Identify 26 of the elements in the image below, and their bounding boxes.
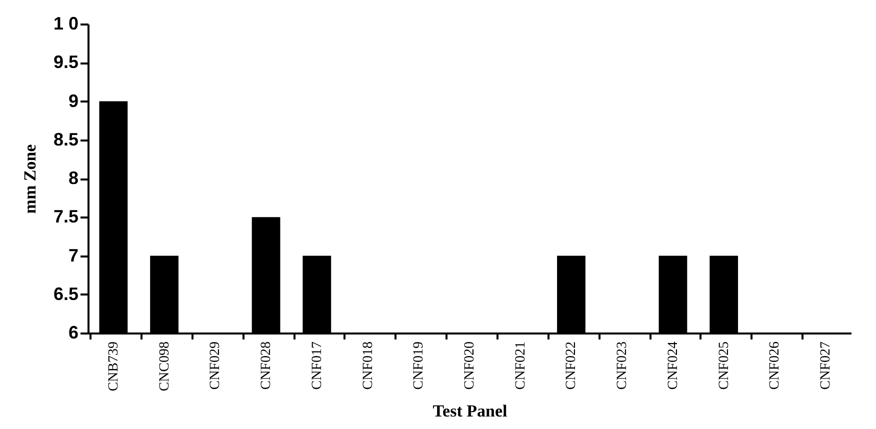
x-tick-label: CNF028	[259, 342, 274, 390]
x-tick-label: CNF021	[513, 342, 528, 390]
y-tick-label: 1 0	[53, 14, 78, 34]
x-tick-label: CNB739	[106, 342, 122, 392]
x-tick-label: CNF020	[462, 342, 478, 390]
x-tick-label: CNC098	[157, 342, 172, 392]
x-tick-label: CNF023	[615, 342, 630, 390]
y-tick-label: 8	[68, 168, 78, 188]
x-tick-label: CNF026	[768, 342, 783, 390]
y-tick-label: 7.5	[53, 206, 78, 227]
y-axis-title: mm Zone	[20, 144, 40, 214]
y-tick-label: 6.5	[53, 284, 78, 304]
x-tick-label: CNF019	[412, 342, 427, 390]
x-axis-title: Test Panel	[432, 401, 508, 420]
x-tick-label: CNF025	[716, 342, 732, 390]
x-tick-label: CNF029	[208, 342, 224, 390]
y-tick-label: 8.5	[53, 129, 78, 150]
x-tick-label: CNF027	[818, 342, 834, 390]
y-tick-label: 6	[68, 322, 78, 342]
x-tick-label: CNF024	[666, 342, 681, 390]
x-tick-label: CNF018	[360, 342, 376, 390]
x-tick-label: CNF022	[564, 342, 580, 390]
x-tick-label: CNF017	[310, 342, 325, 390]
y-tick-label: 9	[68, 90, 78, 111]
y-tick-label: 7	[68, 245, 78, 266]
y-tick-label: 9.5	[53, 52, 78, 72]
